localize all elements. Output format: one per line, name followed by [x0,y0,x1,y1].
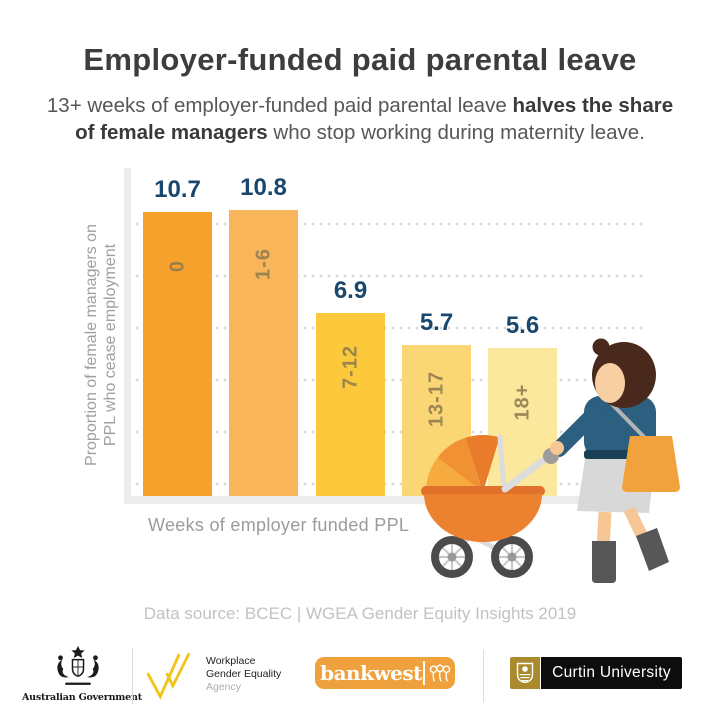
bar-value-label: 5.6 [505,312,540,339]
footer-logos: Australian Government Workplace Gender E… [0,640,720,715]
curtin-label-box: Curtin University [541,657,682,689]
gridline [133,482,647,486]
australian-government-logo: Australian Government [22,644,142,703]
bankwest-label: bankwest [320,661,422,685]
bar-7-12: 7-12 [316,313,385,496]
bar-value-label: 10.7 [154,176,201,203]
gridline [133,274,647,278]
wgea-line1: Workplace [206,654,256,667]
bar-category-label: 7-12 [339,344,361,390]
wgea-checkmark-icon [146,652,191,700]
wgea-label: Workplace Gender Equality Agency [206,655,281,694]
subtitle-bold-text: halves the share of female managers [75,94,674,144]
footer-divider [132,648,133,704]
bankwest-divider [423,661,425,685]
gridline [133,378,647,382]
bar-category-label: 0 [166,259,188,273]
gridline [133,326,647,330]
bar-value-label: 10.8 [240,174,287,201]
australian-government-label: Australian Government [22,692,142,703]
bar-category-label: 13-17 [425,370,447,428]
footer-divider [483,650,484,702]
curtin-university-logo: Curtin University [510,657,682,689]
y-axis-label: Proportion of female managers on PPL who… [83,224,119,466]
x-axis-line [124,496,625,504]
bar-category-label: 18+ [511,383,533,421]
gridline [133,430,647,434]
wgea-line2: Gender Equality [206,667,282,680]
bar-1-6: 1-6 [229,210,298,496]
y-axis-line [124,168,131,504]
coat-of-arms-icon [57,645,99,685]
bar-category-label: 1-6 [252,248,274,280]
subtitle-text-end: who stop working during maternity leave. [267,121,645,144]
bar-value-label: 5.7 [419,309,454,336]
bankwest-logo: bankwest [315,657,455,689]
curtin-label: Curtin University [552,664,671,681]
bar-13-17: 13-17 [402,345,471,496]
gridline [133,222,647,226]
subtitle-text: 13+ weeks of employer-funded paid parent… [46,94,513,117]
bar-0: 0 [143,212,212,496]
page-title: Employer-funded paid parental leave [83,42,637,77]
wgea-logo: Workplace Gender Equality Agency [144,648,281,700]
bar-18+: 18+ [488,348,557,496]
data-source-text: Data source: BCEC | WGEA Gender Equity I… [143,604,577,623]
wgea-line3: Agency [206,680,242,693]
subtitle: 13+ weeks of employer-funded paid parent… [40,92,680,146]
bankwest-swan-icon [425,662,455,684]
x-axis-label: Weeks of employer funded PPL [148,515,410,535]
curtin-shield-icon [510,657,540,689]
bar-value-label: 6.9 [333,277,368,304]
